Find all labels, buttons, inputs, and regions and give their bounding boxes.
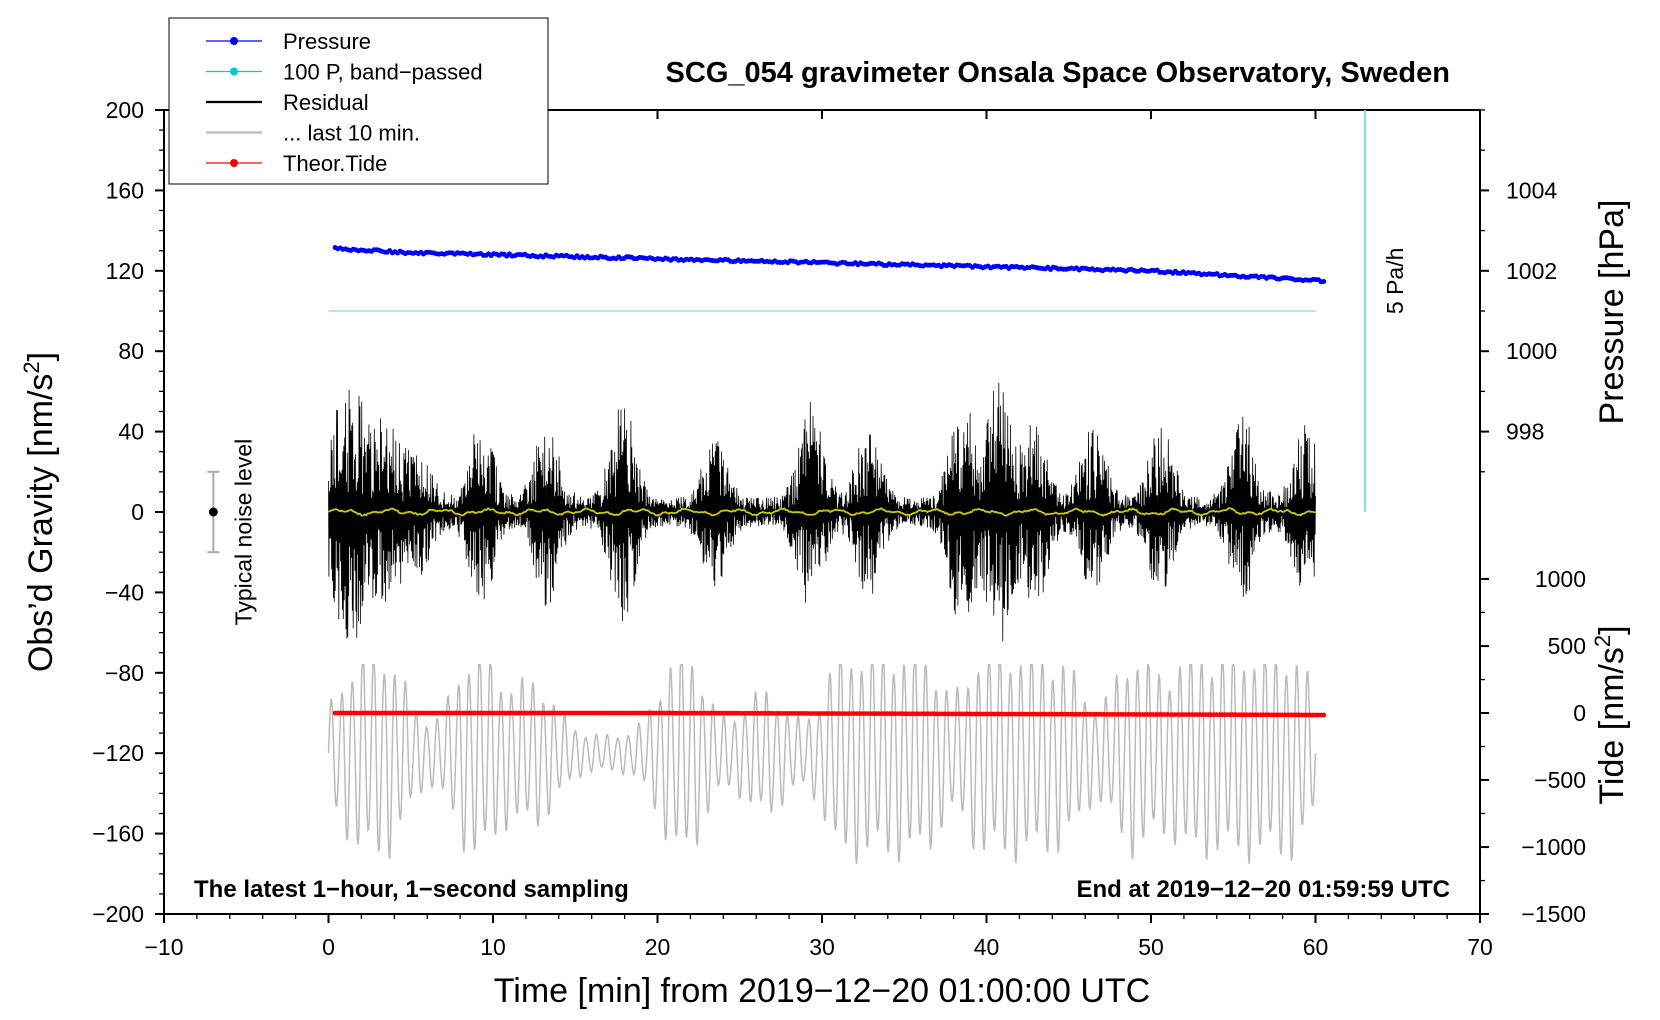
y-left-tick-label: 120 [106,258,144,284]
legend-marker [230,159,238,167]
series-residual-smoothed-line [328,507,1316,517]
y-left-tick-label: −120 [92,740,144,766]
y-right-tide-tick-label: 0 [1573,700,1586,726]
y-left-tick-label: 0 [131,499,144,525]
legend-marker [230,67,238,76]
pressure-point [1321,279,1327,284]
y-left-axis-title: Obs’d Gravity [nm/s2] [19,352,60,672]
y-right-pressure-title: Pressure [hPa] [1593,200,1631,425]
x-tick-label: 50 [1138,934,1164,960]
footer-left-note: The latest 1−hour, 1−second sampling [194,876,629,903]
series-theoretical-tide [332,710,1327,718]
y-left-tick-label: −40 [105,579,144,605]
y-left-tick-label: −80 [105,660,144,686]
x-tick-label: 60 [1303,934,1329,960]
y-left-tick-label: 200 [106,97,144,123]
x-axis: −10 0 10 20 30 40 50 60 70 [144,110,1493,960]
x-tick-label: 20 [645,934,671,960]
y-right-tide-title-main: Tide [nm/s [1593,647,1631,804]
x-tick-label: 10 [480,934,506,960]
x-tick-label: 40 [974,934,1000,960]
legend-label: 100 P, band−passed [283,60,483,85]
y-left-tick-label: −160 [92,821,144,847]
y-left-tick-label: 40 [118,419,144,445]
legend-label: Theor.Tide [283,151,387,176]
y-right-pressure-tick-label: 998 [1506,419,1544,445]
legend-label: Residual [283,90,369,115]
annotations: 5 Pa/h Typical noise level [207,110,1408,625]
y-axis-left: 200 160 120 80 40 0 −40 −80 −120 −160 −200 [92,97,164,927]
y-left-title-end: ] [22,352,60,361]
x-tick-label: 30 [809,934,835,960]
legend-box [168,17,549,185]
footer-right-note: End at 2019−12−20 01:59:59 UTC [1076,876,1450,903]
y-left-tick-label: −200 [92,901,144,927]
y-left-tick-label: 160 [106,177,144,203]
legend-marker [230,37,238,45]
noise-level-label: Typical noise level [230,439,256,626]
series-pressure [332,245,1327,285]
noise-bar-center-dot [208,507,218,517]
legend-label: ... last 10 min. [283,121,420,146]
y-right-tide-tick-label: −500 [1534,767,1586,793]
x-tick-label: 70 [1467,934,1493,960]
y-left-title-main: Obs’d Gravity [nm/s [22,374,60,673]
y-right-pressure-tick-label: 1000 [1506,338,1557,364]
series-residual-line [328,382,1316,642]
chart-title: SCG_054 gravimeter Onsala Space Observat… [666,57,1450,89]
y-left-title-sup: 2 [19,361,44,373]
y-right-tide-title-end: ] [1593,625,1631,634]
y-right-tide-tick-label: −1500 [1521,901,1586,927]
legend-label: Pressure [283,29,371,54]
x-axis-title: Time [min] from 2019−12−20 01:00:00 UTC [494,972,1150,1010]
y-right-pressure-tick-label: 1002 [1506,258,1557,284]
y-right-tide-title-sup: 2 [1590,635,1615,647]
y-right-tide-tick-label: −1000 [1521,834,1586,860]
y-axis-right: 1004 1002 1000 998 1000 500 0 −500 −1000 −1500 [1480,109,1586,927]
x-tick-label: −10 [144,934,183,960]
y-right-pressure-tick-label: 1004 [1506,177,1557,203]
y-left-tick-label: 80 [118,338,144,364]
series-last10min-line [327,664,1317,865]
y-right-tide-title: Tide [nm/s2] [1590,625,1631,804]
tide-point [1321,712,1327,718]
y-right-tide-tick-label: 1000 [1535,566,1586,592]
y-right-tide-tick-label: 500 [1548,633,1586,659]
x-tick-label: 0 [322,934,335,960]
data-traces [327,245,1327,865]
scale-bar-label: 5 Pa/h [1382,248,1408,315]
legend: Pressure 100 P, band−passed Residual ... la… [168,17,549,185]
